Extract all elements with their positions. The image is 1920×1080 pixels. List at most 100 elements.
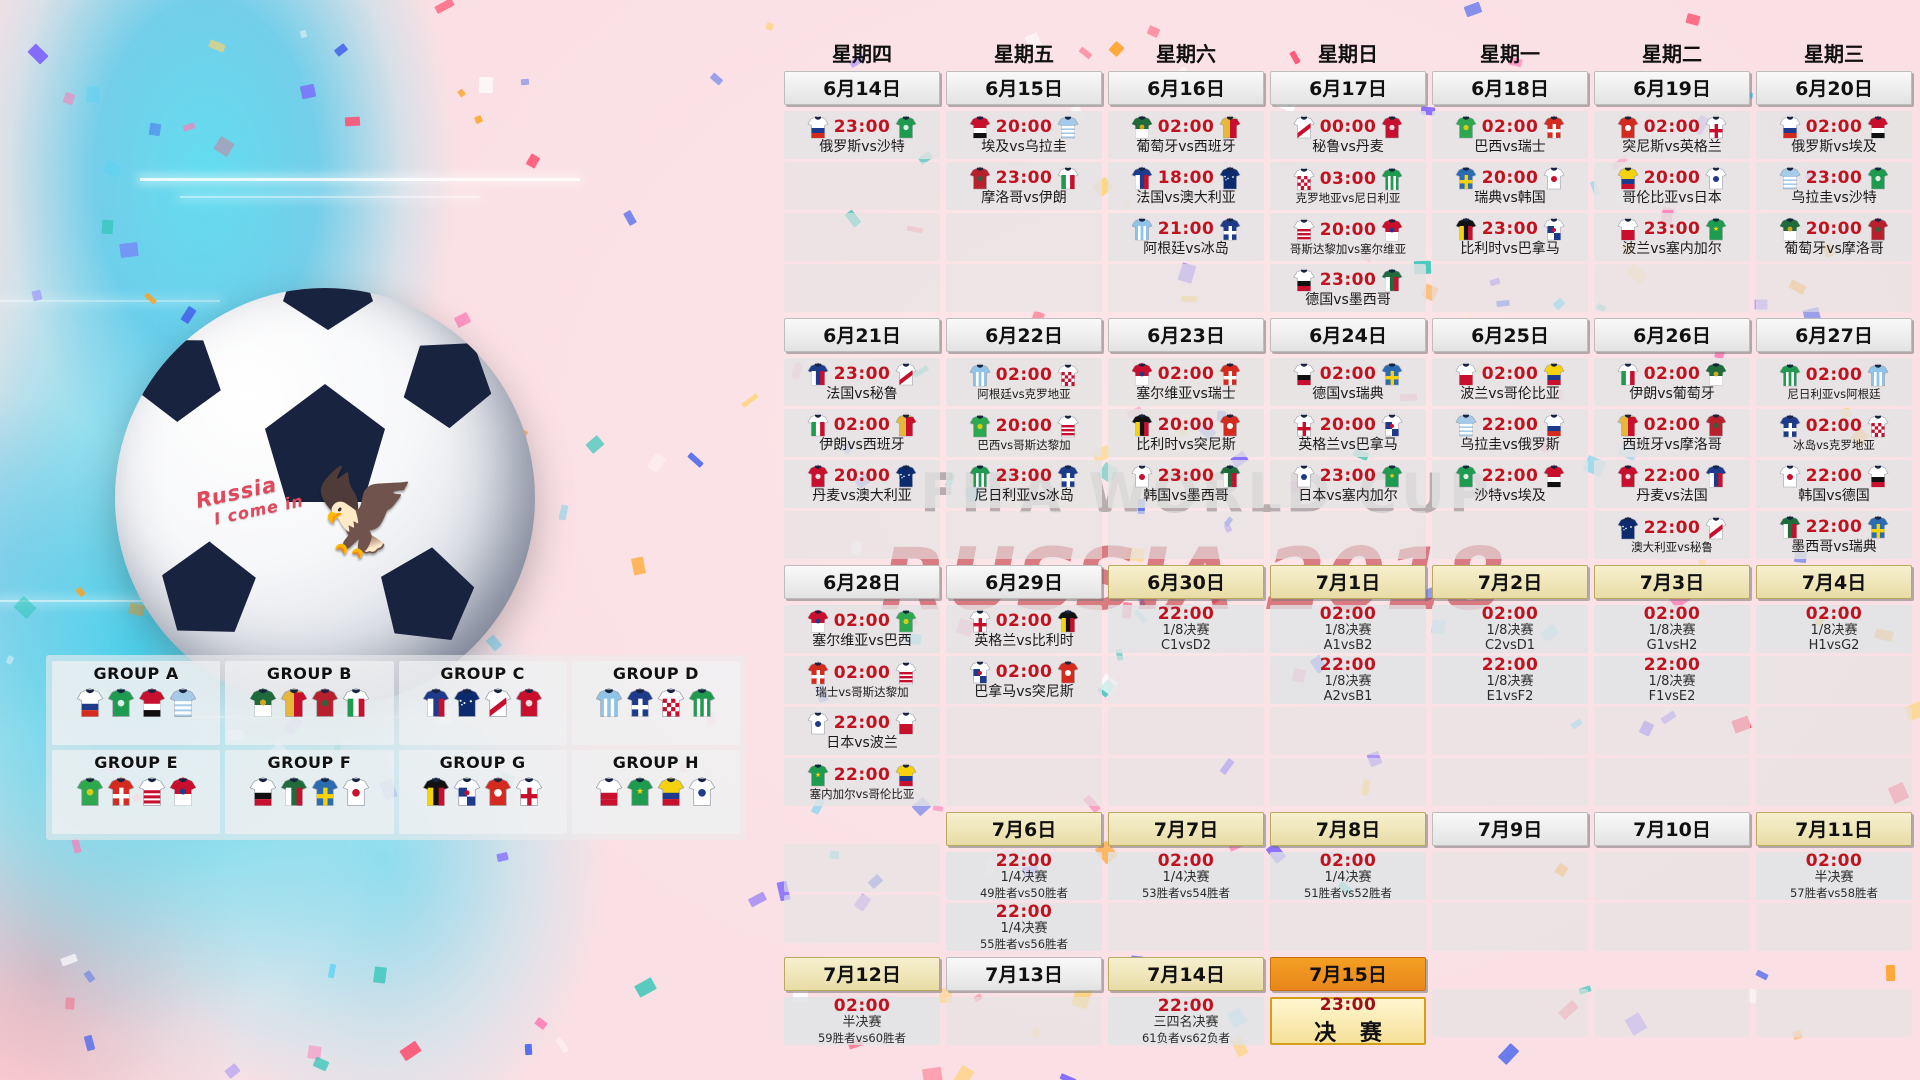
match-cell[interactable]: 23:00 比利时vs巴拿马: [1432, 213, 1588, 261]
knockout-match-cell[interactable]: 02:00 1/8决赛 C2vsD1: [1432, 604, 1588, 653]
knockout-match-cell[interactable]: 02:00 1/8决赛 A1vsB2: [1270, 604, 1426, 653]
final-match-cell[interactable]: 23:00 决 赛: [1270, 995, 1426, 1046]
group-card-group-h[interactable]: GROUP H ★: [571, 750, 740, 834]
match-cell[interactable]: 02:00 尼日利亚vs阿根廷: [1756, 358, 1912, 406]
match-cell[interactable]: 02:00 伊朗vs葡萄牙: [1594, 358, 1750, 406]
date-header[interactable]: 6月28日: [784, 565, 940, 599]
knockout-match-cell[interactable]: 02:00 半决赛 57胜者vs58胜者: [1756, 851, 1912, 900]
date-header[interactable]: 7月9日: [1432, 812, 1588, 846]
date-header[interactable]: 6月29日: [946, 565, 1102, 599]
match-cell[interactable]: 02:00 伊朗vs西班牙: [784, 409, 940, 457]
date-header[interactable]: 6月24日: [1270, 318, 1426, 352]
group-card-group-b[interactable]: GROUP B: [225, 661, 394, 745]
match-cell[interactable]: 02:00 塞尔维亚vs瑞士: [1108, 358, 1264, 406]
match-cell[interactable]: 20:00 比利时vs突尼斯: [1108, 409, 1264, 457]
date-header[interactable]: 7月15日: [1270, 957, 1426, 991]
date-header[interactable]: 6月30日: [1108, 565, 1264, 599]
group-card-group-e[interactable]: GROUP E: [52, 750, 221, 834]
date-header[interactable]: 6月27日: [1756, 318, 1912, 352]
match-cell[interactable]: 20:00 哥伦比亚vs日本: [1594, 162, 1750, 210]
knockout-match-cell[interactable]: 22:00 1/4决赛 55胜者vs56胜者: [946, 902, 1102, 951]
match-cell[interactable]: 22:00 墨西哥vs瑞典: [1756, 511, 1912, 559]
date-header[interactable]: 7月4日: [1756, 565, 1912, 599]
match-cell[interactable]: 02:00 瑞士vs哥斯达黎加: [784, 656, 940, 704]
date-header[interactable]: 6月15日: [946, 71, 1102, 105]
match-cell[interactable]: 20:00 瑞典vs韩国: [1432, 162, 1588, 210]
knockout-match-cell[interactable]: 22:00 1/8决赛 A2vsB1: [1270, 655, 1426, 704]
match-cell[interactable]: 22:00 丹麦vs法国: [1594, 460, 1750, 508]
knockout-match-cell[interactable]: 22:00 1/4决赛 49胜者vs50胜者: [946, 851, 1102, 900]
match-cell[interactable]: 18:00 法国vs澳大利亚: [1108, 162, 1264, 210]
date-header[interactable]: 7月13日: [946, 957, 1102, 991]
date-header[interactable]: 7月1日: [1270, 565, 1426, 599]
knockout-match-cell[interactable]: 22:00 1/8决赛 C1vsD2: [1108, 604, 1264, 653]
group-card-group-d[interactable]: GROUP D: [571, 661, 740, 745]
match-cell[interactable]: 02:00 西班牙vs摩洛哥: [1594, 409, 1750, 457]
match-cell[interactable]: 02:00 波兰vs哥伦比亚: [1432, 358, 1588, 406]
match-cell[interactable]: 02:00 葡萄牙vs西班牙: [1108, 111, 1264, 159]
match-cell[interactable]: 20:00 哥斯达黎加vs塞尔维亚: [1270, 213, 1426, 261]
date-header[interactable]: 6月14日: [784, 71, 940, 105]
match-cell[interactable]: 02:00 巴西vs瑞士: [1432, 111, 1588, 159]
date-header[interactable]: 6月23日: [1108, 318, 1264, 352]
match-cell[interactable]: 23:00 法国vs秘鲁: [784, 358, 940, 406]
date-header[interactable]: 7月10日: [1594, 812, 1750, 846]
date-header[interactable]: 6月21日: [784, 318, 940, 352]
match-cell[interactable]: 23:00 尼日利亚vs冰岛: [946, 460, 1102, 508]
match-cell[interactable]: 02:00 塞尔维亚vs巴西: [784, 605, 940, 653]
match-cell[interactable]: 23:00 ★ 日本vs塞内加尔: [1270, 460, 1426, 508]
match-cell[interactable]: 23:00 摩洛哥vs伊朗: [946, 162, 1102, 210]
match-cell[interactable]: 22:00 韩国vs德国: [1756, 460, 1912, 508]
knockout-match-cell[interactable]: 02:00 1/4决赛 51胜者vs52胜者: [1270, 851, 1426, 900]
date-header[interactable]: 7月8日: [1270, 812, 1426, 846]
date-header[interactable]: 6月17日: [1270, 71, 1426, 105]
date-header[interactable]: 7月3日: [1594, 565, 1750, 599]
date-header[interactable]: 6月22日: [946, 318, 1102, 352]
match-cell[interactable]: ★ 22:00 塞内加尔vs哥伦比亚: [784, 758, 940, 806]
group-card-group-a[interactable]: GROUP A: [52, 661, 221, 745]
date-header[interactable]: 6月16日: [1108, 71, 1264, 105]
match-cell[interactable]: 03:00 克罗地亚vs尼日利亚: [1270, 162, 1426, 210]
knockout-match-cell[interactable]: 22:00 1/8决赛 E1vsF2: [1432, 655, 1588, 704]
date-header[interactable]: 7月14日: [1108, 957, 1264, 991]
match-cell[interactable]: 23:00 德国vs墨西哥: [1270, 264, 1426, 312]
match-cell[interactable]: 23:00 乌拉圭vs沙特: [1756, 162, 1912, 210]
date-header[interactable]: 6月26日: [1594, 318, 1750, 352]
knockout-match-cell[interactable]: 02:00 1/8决赛 G1vsH2: [1594, 604, 1750, 653]
match-cell[interactable]: 02:00 冰岛vs克罗地亚: [1756, 409, 1912, 457]
knockout-match-cell[interactable]: 22:00 1/8决赛 F1vsE2: [1594, 655, 1750, 704]
match-cell[interactable]: 21:00 阿根廷vs冰岛: [1108, 213, 1264, 261]
knockout-match-cell[interactable]: 02:00 1/8决赛 H1vsG2: [1756, 604, 1912, 653]
match-cell[interactable]: 22:00 乌拉圭vs俄罗斯: [1432, 409, 1588, 457]
match-cell[interactable]: 02:00 阿根廷vs克罗地亚: [946, 358, 1102, 406]
group-card-group-f[interactable]: GROUP F: [225, 750, 394, 834]
match-cell[interactable]: 23:00 ★ 波兰vs塞内加尔: [1594, 213, 1750, 261]
match-cell[interactable]: 02:00 突尼斯vs英格兰: [1594, 111, 1750, 159]
date-header[interactable]: 6月25日: [1432, 318, 1588, 352]
date-header[interactable]: 6月19日: [1594, 71, 1750, 105]
match-cell[interactable]: 20:00 英格兰vs巴拿马: [1270, 409, 1426, 457]
date-header[interactable]: 7月7日: [1108, 812, 1264, 846]
match-cell[interactable]: 23:00 俄罗斯vs沙特: [784, 111, 940, 159]
group-card-group-c[interactable]: GROUP C: [398, 661, 567, 745]
date-header[interactable]: 7月6日: [946, 812, 1102, 846]
match-cell[interactable]: 23:00 韩国vs墨西哥: [1108, 460, 1264, 508]
match-cell[interactable]: 20:00 葡萄牙vs摩洛哥: [1756, 213, 1912, 261]
date-header[interactable]: 7月2日: [1432, 565, 1588, 599]
knockout-match-cell[interactable]: 02:00 半决赛 59胜者vs60胜者: [784, 996, 940, 1045]
match-cell[interactable]: 02:00 俄罗斯vs埃及: [1756, 111, 1912, 159]
match-cell[interactable]: 22:00 日本vs波兰: [784, 707, 940, 755]
match-cell[interactable]: 20:00 巴西vs哥斯达黎加: [946, 409, 1102, 457]
knockout-match-cell[interactable]: 02:00 1/4决赛 53胜者vs54胜者: [1108, 851, 1264, 900]
date-header[interactable]: 7月12日: [784, 957, 940, 991]
date-header[interactable]: 7月11日: [1756, 812, 1912, 846]
date-header[interactable]: 6月20日: [1756, 71, 1912, 105]
date-header[interactable]: 6月18日: [1432, 71, 1588, 105]
match-cell[interactable]: 02:00 英格兰vs比利时: [946, 605, 1102, 653]
match-cell[interactable]: 02:00 巴拿马vs突尼斯: [946, 656, 1102, 704]
match-cell[interactable]: 20:00 丹麦vs澳大利亚: [784, 460, 940, 508]
match-cell[interactable]: 02:00 德国vs瑞典: [1270, 358, 1426, 406]
group-card-group-g[interactable]: GROUP G: [398, 750, 567, 834]
match-cell[interactable]: 22:00 澳大利亚vs秘鲁: [1594, 511, 1750, 559]
match-cell[interactable]: 20:00 埃及vs乌拉圭: [946, 111, 1102, 159]
